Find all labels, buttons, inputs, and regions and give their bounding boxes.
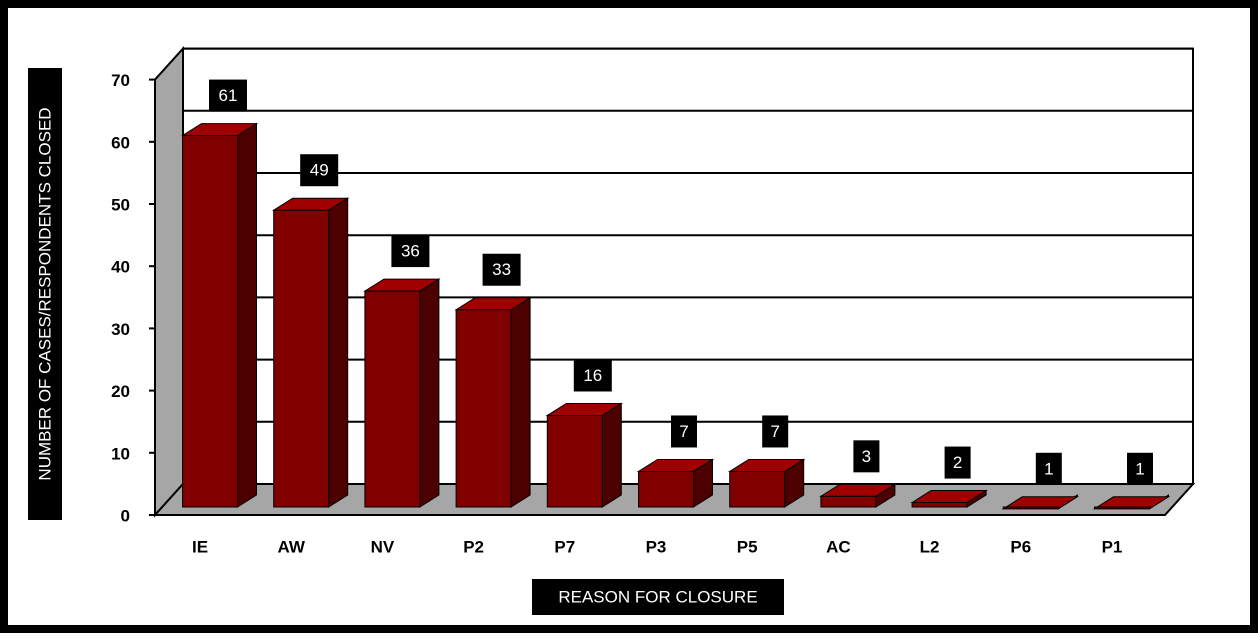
data-label: 7 [770, 422, 779, 441]
x-tick-label: P6 [1010, 537, 1031, 556]
data-label-box [853, 440, 880, 473]
data-label: 1 [1135, 459, 1144, 478]
x-axis-label: REASON FOR CLOSURE [558, 587, 757, 606]
x-tick-label: P3 [646, 537, 667, 556]
y-tick-label: 50 [111, 195, 130, 214]
data-label: 49 [310, 161, 329, 180]
x-tick-label: P1 [1102, 537, 1123, 556]
bar-front [729, 470, 786, 508]
x-label-box [532, 579, 784, 615]
y-tick-label: 40 [111, 258, 130, 277]
data-label-box [573, 359, 612, 392]
data-label-box [671, 415, 697, 448]
y-tick-label: 20 [111, 382, 130, 401]
y-tick-label: 30 [111, 320, 130, 339]
bar-side [601, 402, 622, 508]
data-label: 33 [492, 260, 511, 279]
y-axis-label: NUMBER OF CASES/RESPONDENTS CLOSED [35, 107, 54, 480]
x-tick-label: NV [371, 537, 395, 556]
bar-side [419, 278, 440, 508]
x-tick-label: P5 [737, 537, 758, 556]
bar-front [273, 209, 330, 508]
bar [454, 296, 532, 508]
bar-front [364, 290, 421, 508]
data-label: 2 [953, 453, 962, 472]
data-label: 16 [583, 366, 602, 385]
data-label: 61 [219, 86, 238, 105]
data-label-box [944, 446, 971, 479]
x-tick-label: P7 [554, 537, 575, 556]
bar [727, 458, 806, 508]
bar [819, 483, 897, 508]
y-tick-label: 60 [111, 133, 130, 152]
data-label: 7 [679, 422, 688, 441]
bar [180, 122, 259, 508]
x-tick-label: AW [278, 537, 306, 556]
bar-front [546, 414, 603, 508]
bar-front [820, 495, 877, 508]
bar-front [1002, 506, 1059, 510]
data-label: 3 [862, 447, 871, 466]
bar [363, 278, 441, 508]
bar-side [328, 197, 349, 508]
bar [1092, 494, 1171, 510]
data-label-box [482, 253, 521, 286]
x-tick-label: IE [192, 537, 208, 556]
bar [910, 489, 988, 508]
x-tick-label: AC [826, 537, 851, 556]
bar [545, 402, 624, 508]
side-wall [154, 46, 184, 518]
bar [1001, 494, 1080, 510]
data-label-box [209, 79, 247, 112]
data-label-box [762, 415, 789, 448]
data-label: 36 [401, 242, 420, 261]
bar [271, 197, 350, 508]
x-tick-label: P2 [463, 537, 484, 556]
y-tick-label: 10 [111, 444, 130, 463]
bar [636, 458, 715, 508]
bar-side [510, 296, 531, 508]
data-label: 1 [1044, 459, 1053, 478]
data-label-box [300, 154, 339, 187]
data-label-box [391, 235, 430, 268]
data-label-box [1035, 452, 1062, 485]
bar-front [1094, 506, 1150, 510]
y-tick-label: 70 [111, 71, 130, 90]
bar-front [182, 135, 238, 508]
y-label-box [28, 68, 62, 520]
bar-front [638, 470, 694, 508]
bar-front [455, 309, 512, 508]
bar-side [237, 122, 257, 508]
data-label-box [1127, 452, 1153, 485]
bar-front [911, 502, 968, 508]
y-tick-label: 0 [121, 506, 130, 525]
x-tick-label: L2 [920, 537, 940, 556]
